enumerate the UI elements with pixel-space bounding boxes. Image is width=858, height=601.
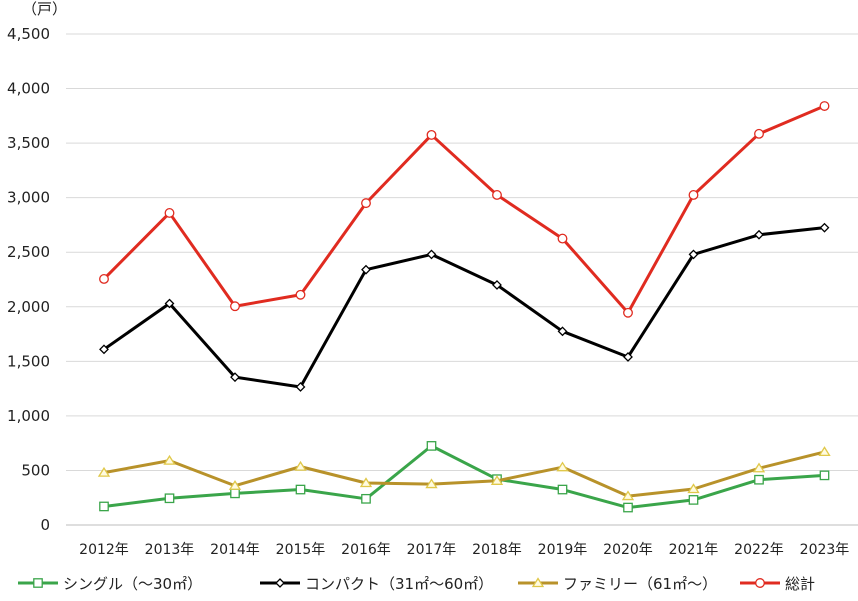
y-tick-label: 4,500 <box>7 25 50 43</box>
data-point <box>426 129 437 140</box>
axes: 0 500 1,000 1,500 2,000 2,500 3,000 3,500 4,000 4… <box>7 0 849 558</box>
data-point <box>164 207 175 218</box>
data-point <box>295 382 306 392</box>
data-point <box>819 101 830 111</box>
data-point <box>275 578 285 588</box>
data-point <box>623 352 633 362</box>
series-group <box>99 222 830 392</box>
data-point <box>754 474 764 485</box>
data-point <box>426 249 437 260</box>
data-point <box>818 446 831 457</box>
data-point <box>163 454 176 465</box>
x-tick-label: 2023年 <box>800 542 850 558</box>
y-tick-label: 4,000 <box>7 80 50 98</box>
data-point <box>99 501 109 512</box>
series-line <box>102 104 826 315</box>
data-point <box>688 189 699 200</box>
data-point <box>359 477 373 488</box>
data-point <box>492 189 502 200</box>
x-tick-label: 2021年 <box>669 542 719 558</box>
x-tick-label: 2016年 <box>341 542 391 558</box>
legend-label: 総計 <box>785 575 815 593</box>
y-tick-label: 2,000 <box>7 298 50 316</box>
x-tick-label: 2018年 <box>472 542 522 558</box>
data-point <box>819 470 830 481</box>
data-point <box>99 274 109 284</box>
series-group <box>97 446 831 501</box>
data-point <box>688 249 699 260</box>
data-point <box>687 483 700 494</box>
data-point <box>557 326 568 337</box>
x-tick-label: 2015年 <box>276 542 326 558</box>
data-point <box>621 490 635 501</box>
data-point <box>361 198 371 209</box>
y-tick-label: 0 <box>40 516 50 534</box>
data-point <box>490 475 504 485</box>
data-point <box>754 128 764 139</box>
x-tick-label: 2012年 <box>79 542 129 558</box>
data-point <box>623 307 633 318</box>
legend-label: ファミリー（61㎡～） <box>563 575 717 593</box>
x-tick-label: 2019年 <box>538 542 588 558</box>
data-point <box>688 495 699 505</box>
legend: シングル（～30㎡） コンパクト（31㎡～60㎡） ファミリー（61㎡～） 総計 <box>18 575 815 593</box>
y-tick-label: 3,000 <box>7 189 50 207</box>
data-point <box>426 441 437 451</box>
gridlines <box>66 33 858 526</box>
data-point <box>361 493 371 504</box>
data-point <box>230 488 240 499</box>
data-point <box>295 484 306 495</box>
series-group <box>99 101 830 318</box>
data-point <box>819 222 830 233</box>
data-point <box>361 264 371 275</box>
data-point <box>164 298 175 309</box>
data-point <box>164 493 175 504</box>
data-point <box>228 479 242 490</box>
data-point <box>754 229 764 240</box>
data-point <box>425 478 438 489</box>
y-tick-label: 2,500 <box>7 243 50 261</box>
x-tick-label: 2013年 <box>145 542 195 558</box>
series-line <box>103 226 825 389</box>
y-tick-label: 1,000 <box>7 407 50 425</box>
data-point <box>294 460 307 471</box>
data-point <box>33 578 43 588</box>
data-point <box>97 466 111 477</box>
series-group <box>99 441 830 513</box>
series-lines <box>97 101 831 513</box>
data-point <box>557 484 568 495</box>
data-point <box>492 280 502 290</box>
y-unit-label: （戸） <box>22 0 67 18</box>
x-tick-label: 2020年 <box>603 542 653 558</box>
y-tick-label: 1,500 <box>7 352 50 370</box>
x-tick-label: 2017年 <box>407 542 457 558</box>
data-point <box>556 461 569 472</box>
x-tick-label: 2022年 <box>734 542 784 558</box>
series-line <box>103 450 825 498</box>
data-point <box>752 462 766 473</box>
y-tick-label: 500 <box>21 461 50 479</box>
data-point <box>99 344 109 355</box>
data-point <box>230 372 240 383</box>
y-tick-label: 3,500 <box>7 134 50 152</box>
data-point <box>557 233 568 244</box>
legend-label: コンパクト（31㎡～60㎡） <box>305 575 493 593</box>
x-tick-label: 2014年 <box>210 542 260 558</box>
data-point <box>623 502 633 513</box>
data-point <box>531 577 545 588</box>
legend-label: シングル（～30㎡） <box>63 575 202 593</box>
data-point <box>230 301 240 312</box>
series-line <box>103 444 825 510</box>
data-point <box>755 578 765 588</box>
data-point <box>295 289 306 300</box>
